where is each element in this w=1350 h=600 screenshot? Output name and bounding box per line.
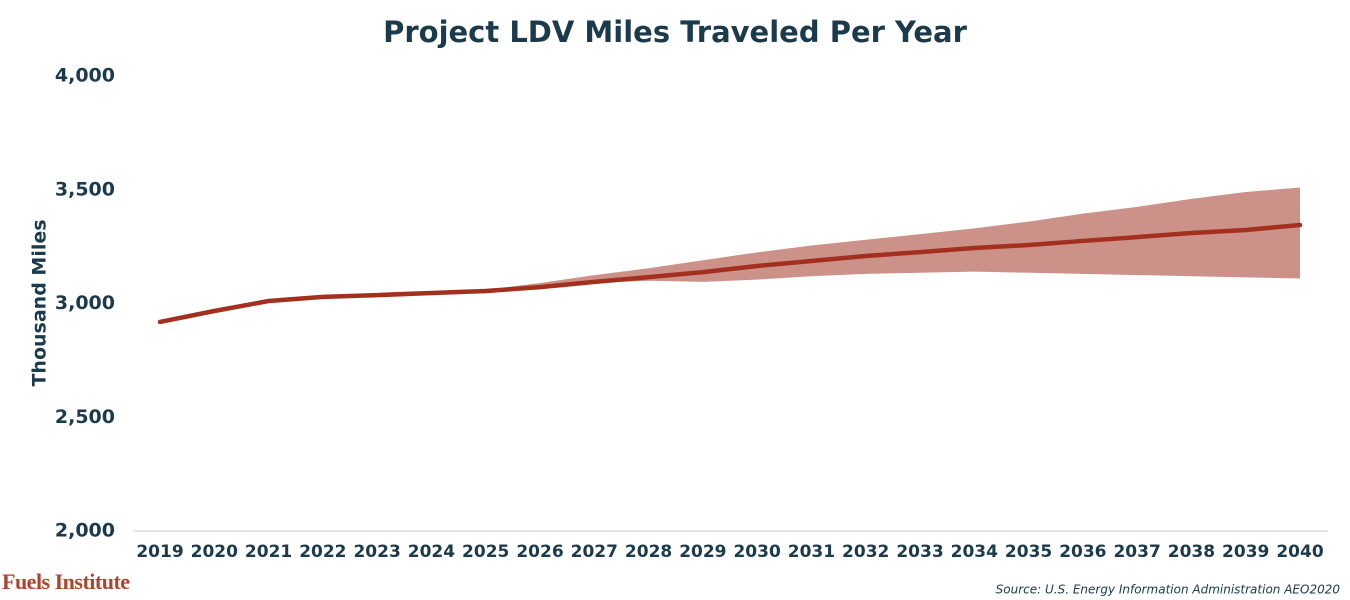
source-note: Source: U.S. Energy Information Administ…: [996, 583, 1341, 597]
range-band: [485, 187, 1300, 293]
x-tick-label: 2029: [679, 542, 726, 562]
x-tick-label: 2036: [1059, 542, 1106, 562]
chart-title: Project LDV Miles Traveled Per Year: [383, 15, 967, 49]
x-tick-label: 2031: [788, 542, 835, 562]
x-tick-label: 2025: [462, 542, 509, 562]
x-tick-label: 2023: [353, 542, 400, 562]
x-tick-label: 2033: [896, 542, 943, 562]
y-tick-label: 4,000: [55, 65, 115, 87]
x-tick-label: 2024: [408, 542, 455, 562]
x-tick-label: 2035: [1005, 542, 1052, 562]
x-tick-label: 2027: [571, 542, 618, 562]
x-tick-label: 2032: [842, 542, 889, 562]
x-tick-label: 2019: [136, 542, 183, 562]
x-tick-label: 2026: [516, 542, 563, 562]
y-axis-label: Thousand Miles: [29, 219, 51, 386]
data-line: [157, 222, 1303, 325]
x-tick-label: 2022: [299, 542, 346, 562]
y-tick-label: 3,500: [55, 178, 115, 200]
x-tick-label: 2039: [1222, 542, 1269, 562]
x-tick-label: 2028: [625, 542, 672, 562]
x-tick-label: 2040: [1276, 542, 1323, 562]
logo: Fuels Institute: [2, 569, 130, 594]
x-tick-label: 2020: [191, 542, 238, 562]
x-tick-label: 2034: [951, 542, 998, 562]
x-tick-label: 2030: [733, 542, 780, 562]
x-tick-label: 2021: [245, 542, 292, 562]
y-tick-label: 3,000: [55, 292, 115, 314]
y-tick-label: 2,000: [55, 520, 115, 542]
x-tick-label: 2038: [1168, 542, 1215, 562]
y-tick-label: 2,500: [55, 406, 115, 428]
x-tick-label: 2037: [1113, 542, 1160, 562]
